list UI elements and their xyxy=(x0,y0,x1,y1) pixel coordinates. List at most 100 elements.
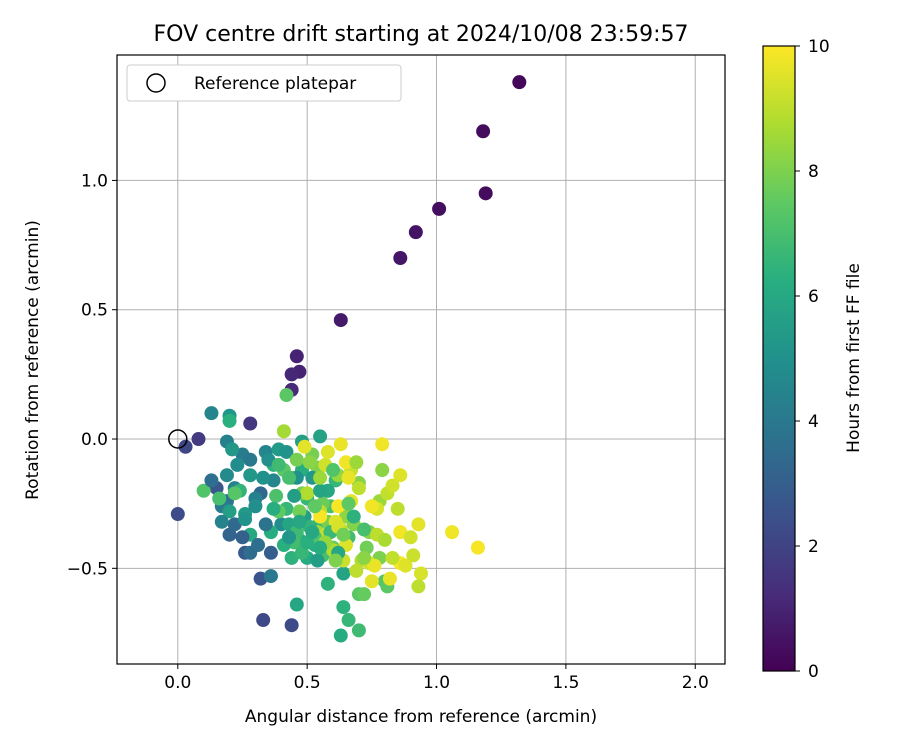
data-point xyxy=(292,514,307,529)
data-point xyxy=(445,525,460,540)
colorbar-ticks: 0 2 4 6 8 10 xyxy=(795,37,830,682)
data-point xyxy=(279,444,294,459)
data-point xyxy=(346,509,361,524)
data-point xyxy=(196,483,211,498)
data-point xyxy=(263,545,278,560)
legend-box xyxy=(126,64,402,102)
data-point xyxy=(357,550,372,565)
data-point xyxy=(349,563,364,578)
y-tick-label: 1.0 xyxy=(81,171,108,191)
data-point xyxy=(300,535,315,550)
data-point xyxy=(406,548,421,563)
data-point xyxy=(219,468,234,483)
data-point xyxy=(204,406,219,421)
data-point xyxy=(243,416,258,431)
colorbar-tick-label: 4 xyxy=(808,412,819,432)
data-point xyxy=(243,468,258,483)
reference-platepar-marker xyxy=(168,429,188,449)
data-point xyxy=(282,470,297,485)
data-point xyxy=(238,512,253,527)
x-tick-label: 0.5 xyxy=(294,673,321,693)
y-tick-label: −0.5 xyxy=(67,559,108,579)
data-point xyxy=(393,525,408,540)
data-point xyxy=(225,442,240,457)
data-point xyxy=(398,558,413,573)
data-point xyxy=(307,499,322,514)
data-point xyxy=(235,530,250,545)
data-point xyxy=(222,504,237,519)
data-point xyxy=(258,517,273,532)
data-point xyxy=(382,571,397,586)
data-point xyxy=(289,452,304,467)
data-point xyxy=(385,550,400,565)
data-point xyxy=(266,501,281,516)
data-point xyxy=(470,540,485,555)
data-point xyxy=(230,457,245,472)
data-point xyxy=(279,388,294,403)
data-point xyxy=(248,499,263,514)
data-point xyxy=(282,530,297,545)
data-point xyxy=(227,517,242,532)
data-point xyxy=(313,540,328,555)
data-point xyxy=(289,349,304,364)
data-point xyxy=(300,486,315,501)
data-point xyxy=(357,522,372,537)
y-axis-label: Rotation from reference (arcmin) xyxy=(23,220,43,500)
data-point xyxy=(251,538,266,553)
data-point xyxy=(243,452,258,467)
data-point xyxy=(377,532,392,547)
data-point xyxy=(385,478,400,493)
data-point xyxy=(313,470,328,485)
legend-marker-icon xyxy=(146,73,166,93)
data-point xyxy=(367,558,382,573)
data-point xyxy=(328,553,343,568)
x-axis-ticks: 0.0 0.5 1.0 1.5 2.0 xyxy=(164,664,709,693)
data-point xyxy=(170,507,185,522)
colorbar xyxy=(762,45,796,672)
data-point xyxy=(336,566,351,581)
data-point xyxy=(390,501,405,516)
data-point xyxy=(297,439,312,454)
colorbar-tick-label: 10 xyxy=(808,37,830,57)
data-point xyxy=(191,432,206,447)
data-point xyxy=(375,463,390,478)
data-point xyxy=(302,455,317,470)
data-point xyxy=(261,452,276,467)
data-point xyxy=(432,201,447,216)
y-tick-label: 0.5 xyxy=(81,301,108,321)
data-point xyxy=(411,579,426,594)
colorbar-tick-label: 6 xyxy=(808,287,819,307)
y-tick-label: 0.0 xyxy=(81,430,108,450)
data-point xyxy=(313,483,328,498)
data-point xyxy=(357,587,372,602)
data-point xyxy=(222,527,237,542)
colorbar-tick-label: 0 xyxy=(808,662,819,682)
data-point xyxy=(284,367,299,382)
x-tick-label: 2.0 xyxy=(682,673,709,693)
data-point xyxy=(349,455,364,470)
colorbar-label: Hours from first FF file xyxy=(844,263,864,453)
y-axis-ticks: −0.5 0.0 0.5 1.0 xyxy=(67,171,117,579)
data-point xyxy=(276,424,291,439)
data-point xyxy=(313,429,328,444)
colorbar-tick-label: 8 xyxy=(808,162,819,182)
data-point xyxy=(512,75,527,90)
legend: Reference platepar xyxy=(126,64,402,102)
data-point xyxy=(333,313,348,328)
data-point xyxy=(414,566,428,581)
data-point xyxy=(336,600,351,615)
data-point xyxy=(292,504,307,519)
data-point xyxy=(204,473,219,488)
data-point xyxy=(364,499,379,514)
colorbar-tick-label: 2 xyxy=(808,537,819,557)
data-point xyxy=(212,491,227,506)
data-point xyxy=(351,481,366,496)
data-point xyxy=(271,457,286,472)
data-point xyxy=(284,618,299,633)
data-point xyxy=(333,628,348,643)
data-point xyxy=(310,553,325,568)
data-point xyxy=(364,574,379,589)
plot-frame xyxy=(116,54,726,665)
data-point xyxy=(294,545,309,560)
chart-title: FOV centre drift starting at 2024/10/08 … xyxy=(154,22,689,47)
